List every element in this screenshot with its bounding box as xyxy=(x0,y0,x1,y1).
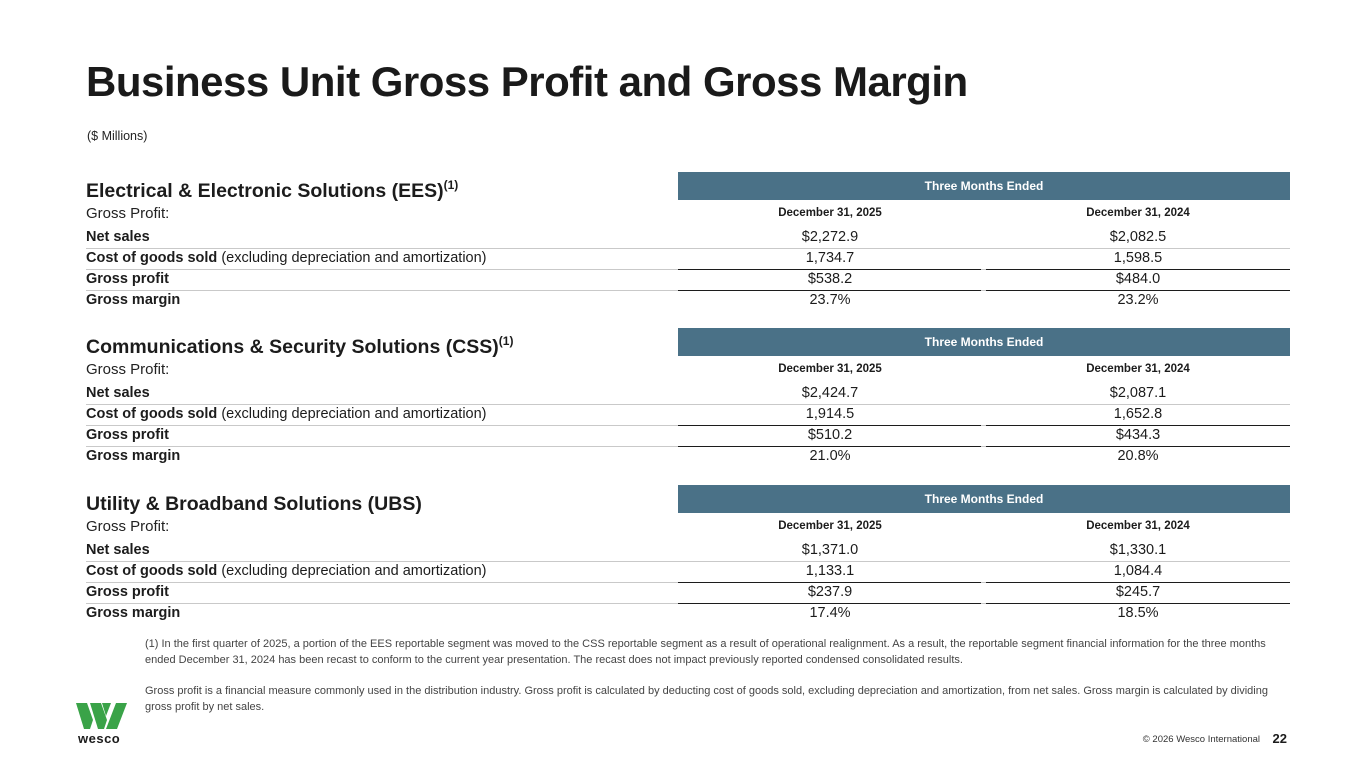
section-ubs: Utility & Broadband Solutions (UBS) Thre… xyxy=(86,485,1290,625)
column-header: December 31, 2025 xyxy=(778,363,882,375)
column-header: December 31, 2024 xyxy=(1086,207,1190,219)
cell-value: $245.7 xyxy=(1115,584,1161,600)
cell-value: 1,914.5 xyxy=(805,406,855,422)
cell-value: $1,371.0 xyxy=(801,542,859,558)
footnote-1: (1) In the first quarter of 2025, a port… xyxy=(145,638,1266,666)
section-title: Utility & Broadband Solutions (UBS) xyxy=(86,493,422,515)
row-label: Gross profit xyxy=(86,271,169,287)
cell-value: $538.2 xyxy=(807,271,853,287)
cell-value: $1,330.1 xyxy=(1109,542,1167,558)
row-label: Net sales xyxy=(86,229,150,245)
column-header: December 31, 2025 xyxy=(778,520,882,532)
table-row: Cost of goods sold (excluding depreciati… xyxy=(86,561,1290,582)
column-header: December 31, 2024 xyxy=(1086,363,1190,375)
copyright: © 2026 Wesco International xyxy=(1142,734,1260,745)
table-row: Gross profit $237.9 $245.7 xyxy=(86,582,1290,603)
table-row: Cost of goods sold (excluding depreciati… xyxy=(86,404,1290,425)
row-label: Gross margin xyxy=(86,448,181,464)
cell-value: 17.4% xyxy=(809,605,851,621)
footnote-2: Gross profit is a financial measure comm… xyxy=(145,685,1268,713)
row-label: Gross margin xyxy=(86,605,181,621)
row-label: Gross margin xyxy=(86,292,181,308)
cell-value: $2,424.7 xyxy=(801,385,859,401)
row-header: Gross Profit: xyxy=(86,518,170,535)
table-row: Gross margin 17.4% 18.5% xyxy=(86,603,1290,624)
cell-value: $484.0 xyxy=(1115,271,1161,287)
table-row: Cost of goods sold (excluding depreciati… xyxy=(86,248,1290,269)
column-header: December 31, 2024 xyxy=(1086,520,1190,532)
page-number: 22 xyxy=(1272,731,1287,746)
cell-value: 1,133.1 xyxy=(805,563,855,579)
wesco-logo-icon xyxy=(76,703,127,729)
row-label: Net sales xyxy=(86,385,150,401)
cell-value: $434.3 xyxy=(1115,427,1161,443)
cell-value: 21.0% xyxy=(809,448,851,464)
row-label: Cost of goods sold (excluding depreciati… xyxy=(86,250,487,266)
cell-value: 18.5% xyxy=(1117,605,1159,621)
cell-value: $510.2 xyxy=(807,427,853,443)
table-row: Net sales $1,371.0 $1,330.1 xyxy=(86,540,1290,561)
row-label: Gross profit xyxy=(86,584,169,600)
period-header: Three Months Ended xyxy=(678,172,1290,200)
logo-wordmark: wesco xyxy=(78,731,121,746)
table-row: Gross profit $538.2 $484.0 xyxy=(86,269,1290,290)
section-title: Communications & Security Solutions (CSS… xyxy=(86,334,514,358)
column-header: December 31, 2025 xyxy=(778,207,882,219)
row-label: Gross profit xyxy=(86,427,169,443)
cell-value: $2,082.5 xyxy=(1109,229,1167,245)
row-label: Cost of goods sold (excluding depreciati… xyxy=(86,563,487,579)
cell-value: $237.9 xyxy=(807,584,853,600)
table-row: Gross margin 23.7% 23.2% xyxy=(86,290,1290,311)
table-row: Net sales $2,272.9 $2,082.5 xyxy=(86,227,1290,248)
page-title: Business Unit Gross Profit and Gross Mar… xyxy=(86,58,968,105)
cell-value: 1,734.7 xyxy=(805,250,855,266)
cell-value: 23.2% xyxy=(1117,292,1159,308)
table-row: Net sales $2,424.7 $2,087.1 xyxy=(86,383,1290,404)
row-header: Gross Profit: xyxy=(86,361,170,378)
cell-value: $2,087.1 xyxy=(1109,385,1167,401)
table-row: Gross margin 21.0% 20.8% xyxy=(86,446,1290,467)
section-title: Electrical & Electronic Solutions (EES)(… xyxy=(86,178,459,202)
cell-value: 1,652.8 xyxy=(1113,406,1163,422)
cell-value: 20.8% xyxy=(1117,448,1159,464)
cell-value: 23.7% xyxy=(809,292,851,308)
cell-value: $2,272.9 xyxy=(801,229,859,245)
row-header: Gross Profit: xyxy=(86,205,170,222)
section-css: Communications & Security Solutions (CSS… xyxy=(86,328,1290,468)
units-note: ($ Millions) xyxy=(87,129,148,143)
period-header: Three Months Ended xyxy=(678,485,1290,513)
row-label: Net sales xyxy=(86,542,150,558)
cell-value: 1,084.4 xyxy=(1113,563,1163,579)
period-header: Three Months Ended xyxy=(678,328,1290,356)
cell-value: 1,598.5 xyxy=(1113,250,1163,266)
table-row: Gross profit $510.2 $434.3 xyxy=(86,425,1290,446)
row-label: Cost of goods sold (excluding depreciati… xyxy=(86,406,487,422)
section-ees: Electrical & Electronic Solutions (EES)(… xyxy=(86,172,1290,312)
